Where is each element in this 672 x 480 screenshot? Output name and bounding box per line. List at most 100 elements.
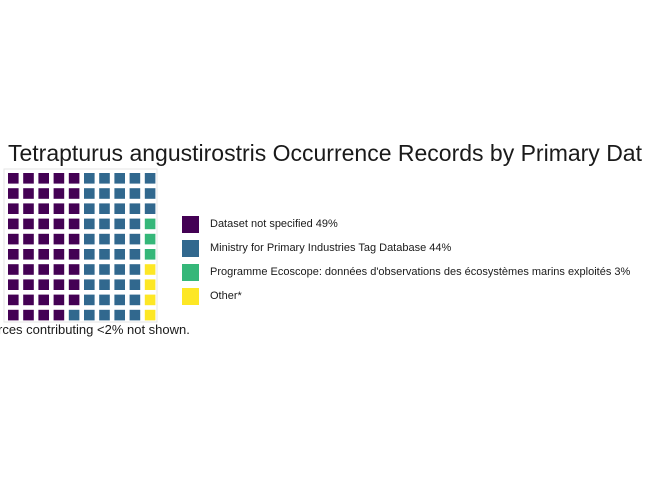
waffle-cell bbox=[99, 279, 110, 290]
waffle-cell bbox=[99, 188, 110, 199]
waffle-cell bbox=[114, 203, 125, 214]
waffle-cell bbox=[69, 279, 80, 290]
waffle-cell bbox=[114, 173, 125, 184]
waffle-cell bbox=[8, 310, 19, 321]
legend-swatch bbox=[182, 288, 199, 305]
waffle-cell bbox=[38, 188, 49, 199]
waffle-cell bbox=[38, 310, 49, 321]
waffle-cell bbox=[145, 310, 156, 321]
waffle-cell bbox=[84, 219, 95, 230]
waffle-cell bbox=[38, 203, 49, 214]
waffle-cell bbox=[114, 188, 125, 199]
waffle-cell bbox=[84, 264, 95, 275]
waffle-cell bbox=[84, 188, 95, 199]
waffle-cell bbox=[38, 234, 49, 245]
waffle-cell bbox=[54, 188, 65, 199]
legend: Dataset not specified 49% Ministry for P… bbox=[182, 212, 630, 308]
waffle-cell bbox=[99, 264, 110, 275]
waffle-cell bbox=[69, 219, 80, 230]
waffle-cell bbox=[130, 234, 141, 245]
waffle-chart bbox=[0, 0, 160, 325]
waffle-cell bbox=[130, 219, 141, 230]
waffle-cell bbox=[99, 249, 110, 260]
waffle-cell bbox=[99, 219, 110, 230]
waffle-cell bbox=[130, 188, 141, 199]
legend-item: Other* bbox=[182, 284, 630, 308]
legend-swatch bbox=[182, 240, 199, 257]
waffle-cell bbox=[99, 310, 110, 321]
waffle-cell bbox=[38, 295, 49, 306]
chart-caption: rces contributing <2% not shown. bbox=[0, 322, 190, 337]
waffle-cell bbox=[69, 173, 80, 184]
waffle-cell bbox=[69, 249, 80, 260]
waffle-cell bbox=[130, 279, 141, 290]
waffle-cell bbox=[130, 203, 141, 214]
waffle-cell bbox=[8, 234, 19, 245]
waffle-cell bbox=[23, 264, 34, 275]
waffle-cell bbox=[69, 234, 80, 245]
waffle-cell bbox=[84, 295, 95, 306]
waffle-cell bbox=[69, 295, 80, 306]
waffle-cell bbox=[54, 219, 65, 230]
waffle-cell bbox=[145, 279, 156, 290]
waffle-cell bbox=[8, 188, 19, 199]
waffle-cell bbox=[114, 264, 125, 275]
waffle-cell bbox=[114, 295, 125, 306]
waffle-cell bbox=[84, 279, 95, 290]
waffle-cell bbox=[38, 279, 49, 290]
waffle-cell bbox=[8, 264, 19, 275]
waffle-cell bbox=[114, 249, 125, 260]
waffle-cell bbox=[54, 264, 65, 275]
waffle-cell bbox=[145, 173, 156, 184]
waffle-cell bbox=[84, 234, 95, 245]
waffle-cell bbox=[54, 234, 65, 245]
waffle-cell bbox=[8, 295, 19, 306]
waffle-cell bbox=[8, 173, 19, 184]
legend-item: Dataset not specified 49% bbox=[182, 212, 630, 236]
waffle-cell bbox=[99, 173, 110, 184]
waffle-cell bbox=[38, 249, 49, 260]
waffle-cell bbox=[23, 203, 34, 214]
waffle-cell bbox=[69, 310, 80, 321]
waffle-cell bbox=[54, 279, 65, 290]
legend-swatch bbox=[182, 216, 199, 233]
legend-item: Ministry for Primary Industries Tag Data… bbox=[182, 236, 630, 260]
legend-swatch bbox=[182, 264, 199, 281]
waffle-cell bbox=[130, 310, 141, 321]
waffle-cell bbox=[54, 295, 65, 306]
waffle-cell bbox=[84, 249, 95, 260]
waffle-cell bbox=[145, 203, 156, 214]
waffle-cell bbox=[114, 310, 125, 321]
waffle-cell bbox=[145, 295, 156, 306]
waffle-cell bbox=[145, 234, 156, 245]
waffle-cell bbox=[99, 203, 110, 214]
waffle-cell bbox=[38, 173, 49, 184]
waffle-cell bbox=[23, 249, 34, 260]
waffle-cell bbox=[23, 295, 34, 306]
waffle-cell bbox=[145, 249, 156, 260]
waffle-cell bbox=[23, 188, 34, 199]
waffle-cell bbox=[8, 219, 19, 230]
waffle-cell bbox=[23, 234, 34, 245]
waffle-cell bbox=[8, 203, 19, 214]
waffle-cell bbox=[130, 249, 141, 260]
waffle-cell bbox=[54, 310, 65, 321]
waffle-cell bbox=[99, 295, 110, 306]
waffle-cell bbox=[130, 295, 141, 306]
legend-label: Programme Ecoscope: données d'observatio… bbox=[210, 266, 630, 278]
waffle-cell bbox=[69, 203, 80, 214]
waffle-cell bbox=[23, 219, 34, 230]
legend-label: Ministry for Primary Industries Tag Data… bbox=[210, 242, 451, 254]
waffle-cell bbox=[145, 188, 156, 199]
waffle-cell bbox=[38, 219, 49, 230]
waffle-cell bbox=[114, 279, 125, 290]
waffle-cell bbox=[145, 264, 156, 275]
waffle-cell bbox=[69, 264, 80, 275]
waffle-cell bbox=[8, 279, 19, 290]
legend-item: Programme Ecoscope: données d'observatio… bbox=[182, 260, 630, 284]
waffle-cell bbox=[23, 279, 34, 290]
waffle-cell bbox=[99, 234, 110, 245]
waffle-cell bbox=[8, 249, 19, 260]
legend-label: Dataset not specified 49% bbox=[210, 218, 338, 230]
waffle-cell bbox=[130, 173, 141, 184]
